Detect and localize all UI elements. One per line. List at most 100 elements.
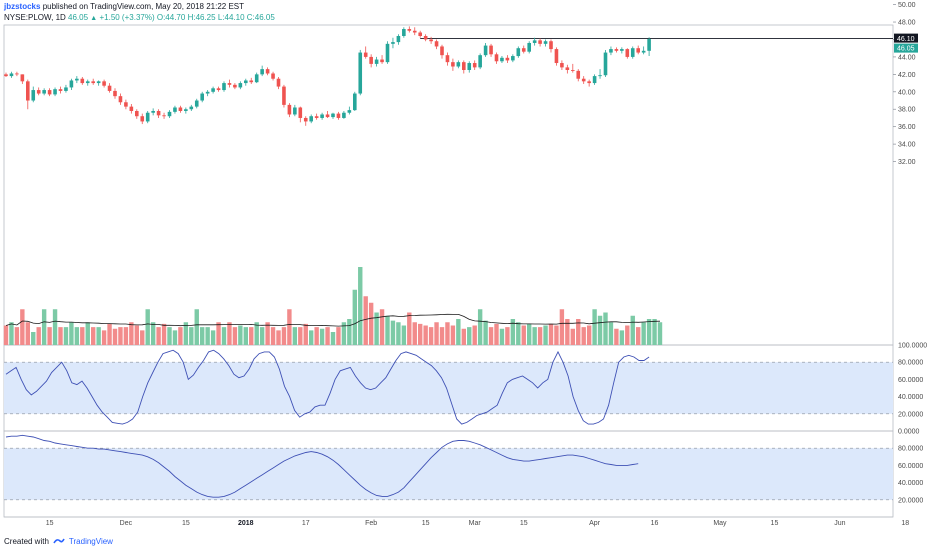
author-link[interactable]: jbzstocks: [4, 2, 41, 11]
volume-bar: [281, 327, 287, 345]
time-tick-label: 15: [771, 520, 779, 527]
time-tick-label: 15: [422, 520, 430, 527]
volume-bar: [91, 327, 96, 345]
candle-body: [630, 48, 635, 57]
candle-body: [598, 75, 602, 77]
price-tick-label: 50.00: [898, 2, 916, 9]
candle-body: [162, 115, 166, 117]
candle-body: [331, 113, 335, 118]
candle-body: [140, 116, 145, 122]
candle-body: [445, 55, 450, 63]
footer: Created with TradingView: [4, 534, 113, 548]
candle-body: [75, 78, 79, 81]
candle-body: [527, 42, 531, 52]
volume-bar: [287, 309, 292, 345]
volume-bar: [641, 322, 646, 345]
stoch-tick-label: 20.0000: [898, 497, 923, 504]
candle-body: [298, 107, 303, 118]
price-change: +1.50 (+3.37%): [99, 13, 155, 22]
candle-body: [451, 62, 455, 67]
candle-body: [603, 52, 608, 76]
candle-body: [124, 102, 128, 107]
volume-bar: [472, 325, 477, 345]
volume-bar: [58, 327, 63, 345]
candle-body: [31, 90, 36, 101]
volume-bar: [646, 319, 652, 345]
volume-bar: [314, 327, 319, 345]
volume-bar: [456, 319, 461, 345]
candle-body: [342, 112, 346, 118]
volume-bar: [118, 327, 123, 345]
volume-bar: [172, 330, 178, 345]
candlestick-series: [4, 26, 893, 126]
candle-body: [472, 63, 477, 68]
volume-bar: [477, 309, 483, 345]
candle-body: [478, 55, 482, 68]
candle-body: [96, 81, 101, 84]
stoch-line: [5, 434, 639, 498]
candle-body: [516, 48, 521, 57]
candle-body: [15, 73, 19, 75]
candle-body: [418, 32, 422, 36]
volume-bar: [488, 327, 494, 345]
volume-bar: [150, 322, 156, 345]
candle-body: [412, 30, 417, 33]
volume-bar: [41, 309, 47, 345]
volume-bar: [341, 322, 347, 345]
time-tick-label: 15: [46, 520, 54, 527]
time-tick-label: 2018: [238, 520, 254, 527]
volume-average-line: [5, 313, 661, 327]
chart-canvas[interactable]: 52.0050.0048.0046.0044.0042.0040.0038.00…: [0, 0, 932, 532]
volume-bars: [3, 267, 663, 345]
candle-body: [184, 109, 188, 111]
candle-body: [80, 78, 85, 84]
volume-bar: [374, 312, 379, 345]
candle-body: [85, 81, 90, 84]
candle-body: [625, 49, 630, 57]
volume-bar: [396, 322, 401, 345]
rsi-tick-label: 60.0000: [898, 377, 923, 384]
volume-bar: [597, 315, 603, 345]
close-value: C:46.05: [246, 13, 275, 22]
resistance-price-tag: [894, 33, 918, 43]
candle-body: [107, 85, 112, 91]
volume-bar: [576, 319, 581, 345]
candle-body: [571, 70, 575, 71]
volume-bar: [238, 325, 243, 345]
volume-bar: [227, 322, 232, 345]
volume-bar: [216, 322, 221, 345]
candle-body: [543, 41, 548, 44]
volume-bar: [298, 327, 303, 345]
price-tick-label: 38.00: [898, 107, 916, 114]
price-tick-label: 42.00: [898, 72, 916, 79]
volume-bar: [265, 322, 270, 345]
volume-bar: [423, 325, 428, 345]
time-tick-label: 15: [520, 520, 528, 527]
oscillator-bands: [4, 361, 893, 501]
volume-bar: [189, 327, 194, 345]
candle-body: [374, 59, 379, 64]
candle-body: [53, 89, 57, 95]
volume-bar: [249, 327, 254, 345]
candle-body: [391, 42, 395, 44]
volume-bar: [358, 267, 363, 345]
volume-bar: [407, 312, 412, 345]
candle-body: [129, 106, 134, 111]
candle-body: [303, 117, 308, 122]
tradingview-link[interactable]: TradingView: [68, 536, 113, 546]
rsi-tick-label: 100.0000: [898, 343, 927, 350]
candle-body: [347, 110, 352, 113]
tradingview-logo-icon: [53, 538, 65, 544]
time-tick-label: Feb: [365, 520, 377, 527]
volume-bar: [325, 327, 330, 345]
candle-body: [293, 107, 297, 115]
candle-body: [309, 116, 313, 122]
candle-body: [500, 57, 504, 62]
volume-bar: [74, 327, 80, 345]
candle-body: [58, 89, 63, 91]
candle-body: [156, 110, 161, 116]
volume-bar: [537, 327, 543, 345]
candle-body: [249, 80, 254, 83]
candle-body: [42, 90, 46, 94]
volume-bar: [14, 327, 20, 345]
